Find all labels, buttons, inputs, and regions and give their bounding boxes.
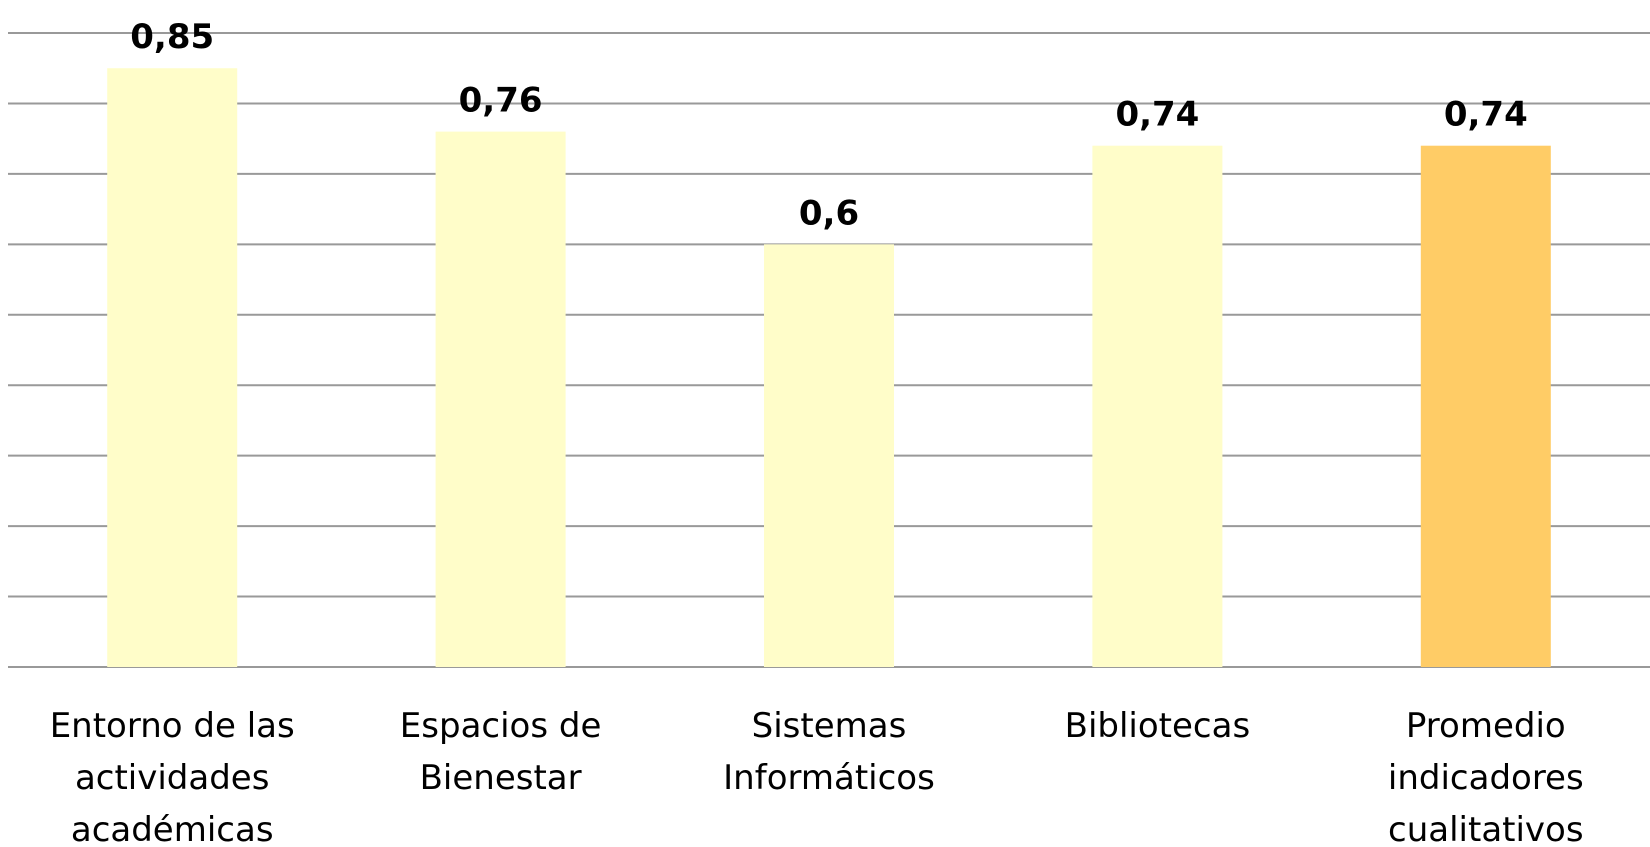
x-tick-label: Bibliotecas xyxy=(1065,706,1251,746)
bar xyxy=(1420,145,1551,667)
value-label: 0,74 xyxy=(1115,95,1199,135)
bar xyxy=(1092,145,1223,667)
bar xyxy=(435,131,566,668)
x-tick-label: Sistemas Informáticos xyxy=(723,706,935,798)
value-label: 0,85 xyxy=(130,17,214,57)
bar xyxy=(107,68,238,667)
x-tick-label: Promedio indicadores cualitativos xyxy=(1388,706,1584,847)
value-label: 0,74 xyxy=(1444,95,1528,135)
value-label: 0,76 xyxy=(459,81,543,121)
x-tick-label: Espacios de Bienestar xyxy=(400,706,602,798)
value-label: 0,6 xyxy=(799,193,859,233)
x-tick-label: Entorno de las actividades académicas xyxy=(50,706,295,847)
bar xyxy=(764,244,894,668)
